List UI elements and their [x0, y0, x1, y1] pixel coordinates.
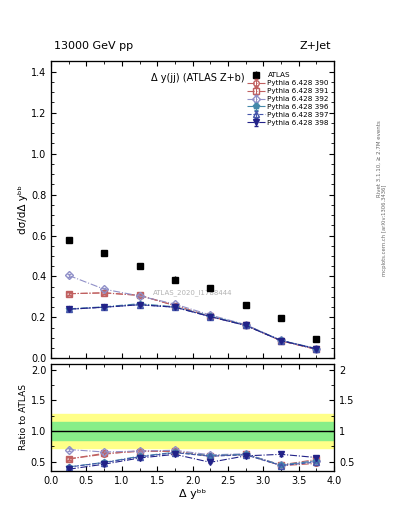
Text: Z+Jet: Z+Jet	[300, 41, 331, 51]
Text: Δ y(jj) (ATLAS Z+b): Δ y(jj) (ATLAS Z+b)	[151, 73, 245, 83]
Text: Rivet 3.1.10, ≥ 2.7M events: Rivet 3.1.10, ≥ 2.7M events	[377, 120, 382, 197]
Text: mcplots.cern.ch [arXiv:1306.3436]: mcplots.cern.ch [arXiv:1306.3436]	[382, 185, 387, 276]
Text: 13000 GeV pp: 13000 GeV pp	[54, 41, 133, 51]
Legend: ATLAS, Pythia 6.428 390, Pythia 6.428 391, Pythia 6.428 392, Pythia 6.428 396, P: ATLAS, Pythia 6.428 390, Pythia 6.428 39…	[245, 71, 331, 127]
Text: ATLAS_2020_I1788444: ATLAS_2020_I1788444	[153, 290, 232, 296]
X-axis label: Δ yᵇᵇ: Δ yᵇᵇ	[179, 488, 206, 499]
Y-axis label: dσ/dΔ yᵇᵇ: dσ/dΔ yᵇᵇ	[18, 185, 28, 234]
Y-axis label: Ratio to ATLAS: Ratio to ATLAS	[19, 385, 28, 450]
